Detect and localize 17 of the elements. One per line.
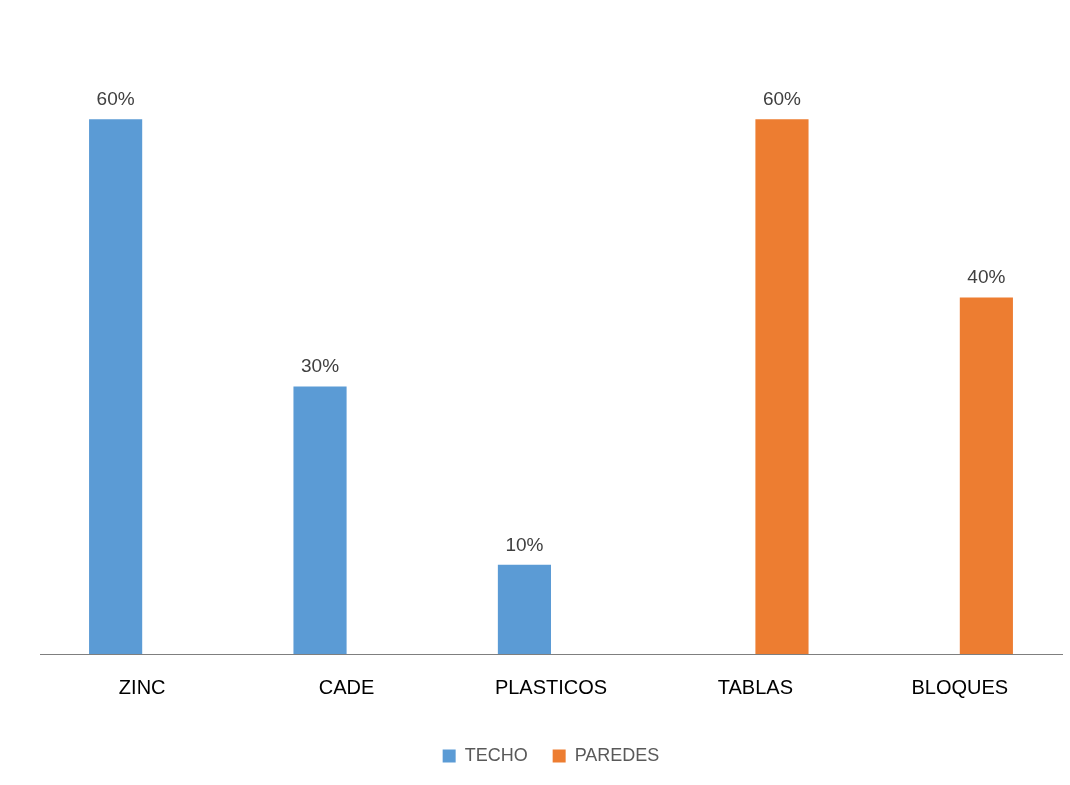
data-label: 10% xyxy=(505,533,544,555)
bar xyxy=(497,564,551,654)
data-label: 60% xyxy=(762,87,802,109)
bar xyxy=(959,297,1013,654)
legend-label: PAREDES xyxy=(574,744,660,765)
bar xyxy=(89,119,143,654)
bar xyxy=(755,119,809,654)
x-tick-label: PLASTICOS xyxy=(494,675,608,698)
legend-label: TECHO xyxy=(464,744,528,765)
data-label: 40% xyxy=(967,266,1006,288)
bar xyxy=(293,386,347,654)
x-tick-label: BLOQUES xyxy=(911,675,1009,698)
data-label: 60% xyxy=(96,87,135,109)
data-label: 30% xyxy=(301,355,340,377)
x-tick-label: CADE xyxy=(318,675,375,698)
x-tick-label: TABLAS xyxy=(717,675,794,698)
x-tick-label: ZINC xyxy=(118,675,166,698)
